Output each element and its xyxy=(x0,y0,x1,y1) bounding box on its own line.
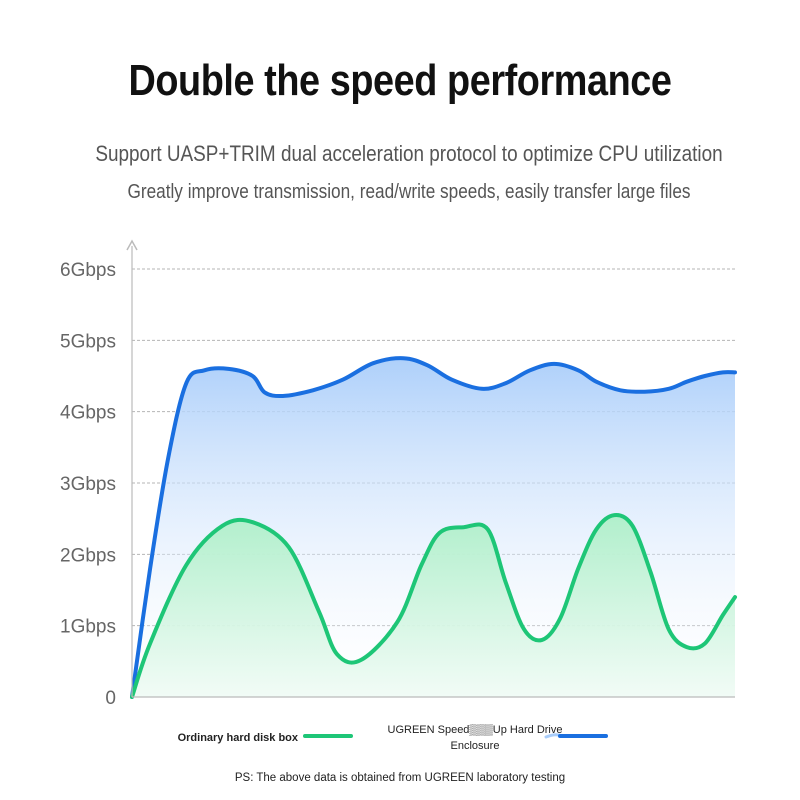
y-tick-label: 6Gbps xyxy=(60,260,116,281)
axes xyxy=(126,239,735,698)
legend: Ordinary hard disk box UGREEN Speed▒▒▒Up … xyxy=(178,723,608,752)
legend-label-ordinary: Ordinary hard disk box xyxy=(178,732,299,744)
y-tick-label: 3Gbps xyxy=(60,474,116,495)
series-areas xyxy=(130,356,737,699)
legend-label-ugreen-line2: Enclosure xyxy=(451,740,500,752)
y-tick-label: 1Gbps xyxy=(60,617,116,638)
y-tick-label: 5Gbps xyxy=(60,331,116,352)
y-tick-label: 2Gbps xyxy=(60,545,116,566)
page-title: Double the speed performance xyxy=(128,56,672,105)
y-tick-label: 4Gbps xyxy=(60,403,116,424)
series-line-ugreen xyxy=(130,356,737,699)
subtitle-transfer: Greatly improve transmission, read/write… xyxy=(127,181,691,203)
y-tick-labels: 0 1Gbps 2Gbps 3Gbps 4Gbps 5Gbps 6Gbps xyxy=(60,260,116,709)
y-tick-label: 0 xyxy=(105,688,116,709)
series-area-ordinary xyxy=(132,514,735,697)
subtitle-protocol: Support UASP+TRIM dual acceleration prot… xyxy=(95,141,723,166)
footnote: PS: The above data is obtained from UGRE… xyxy=(234,772,566,784)
y-axis-arrow-icon xyxy=(126,239,138,251)
series-line-ordinary xyxy=(130,512,737,699)
legend-label-ugreen-line1: UGREEN Speed▒▒▒Up Hard Drive xyxy=(388,723,563,736)
